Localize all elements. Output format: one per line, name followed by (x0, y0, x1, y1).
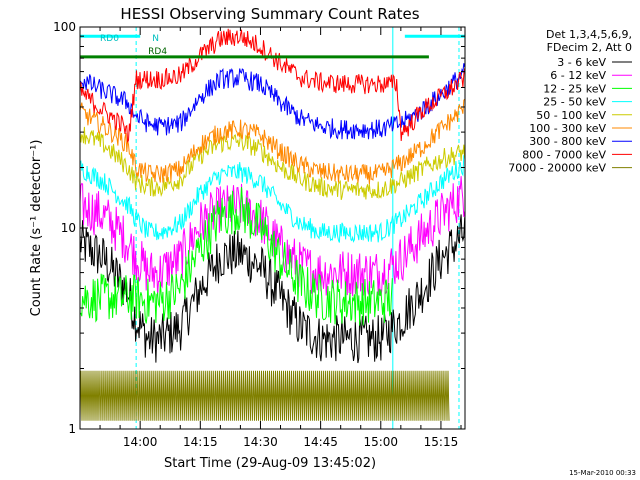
legend-label-3: 25 - 50 keV (543, 96, 606, 109)
footer-timestamp: 15-Mar-2010 00:33 (569, 469, 636, 477)
legend-label-6: 300 - 800 keV (529, 135, 606, 148)
series-line-4 (80, 126, 465, 200)
series-line-0 (80, 214, 465, 364)
plot-inner (80, 27, 465, 429)
legend-label-2: 12 - 25 keV (543, 82, 606, 95)
y-axis-label: Count Rate (s⁻¹ detector⁻¹) (29, 140, 44, 317)
series-line-3 (80, 154, 465, 243)
y-tick-label-0: 1 (68, 422, 76, 436)
legend: Det 1,3,4,5,6,9,FDecim 2, Att 0 3 - 6 keV… (508, 28, 632, 175)
x-tick-label-1: 14:15 (183, 435, 218, 449)
y-tick-label-1: 10 (61, 221, 76, 235)
legend-header-1: FDecim 2, Att 0 (547, 41, 632, 54)
legend-label-4: 50 - 100 keV (536, 109, 606, 122)
x-tick-label-0: 14:00 (123, 435, 158, 449)
chart-title: HESSI Observing Summary Count Rates (120, 5, 419, 23)
legend-label-7: 800 - 7000 keV (522, 148, 606, 161)
legend-header-0: Det 1,3,4,5,6,9, (546, 28, 632, 41)
annotation-label-0: RD0 (100, 34, 119, 44)
legend-label-5: 100 - 300 keV (529, 122, 606, 135)
series-line-2 (80, 187, 393, 326)
series-line-1 (80, 176, 465, 297)
annotation-label-2: RD4 (148, 47, 167, 57)
annotation-label-1: N (152, 34, 159, 44)
y-tick-label-2: 100 (53, 20, 76, 34)
x-tick-label-4: 15:00 (363, 435, 398, 449)
x-tick-label-5: 15:15 (424, 435, 459, 449)
series-line-8 (80, 370, 450, 421)
x-tick-label-2: 14:30 (243, 435, 278, 449)
plot-area: RD0 N RD4 (80, 27, 465, 429)
series-line-5 (80, 98, 465, 185)
x-tick-label-3: 14:45 (303, 435, 338, 449)
axes: 1 10 100 14:00 14:15 14:30 14:45 15:00 15:15 (53, 20, 466, 449)
series-line-7 (80, 28, 465, 143)
legend-label-0: 3 - 6 keV (557, 56, 606, 69)
legend-label-8: 7000 - 20000 keV (508, 162, 606, 175)
legend-label-1: 6 - 12 keV (550, 69, 606, 82)
x-axis-label: Start Time (29-Aug-09 13:45:02) (164, 456, 376, 471)
